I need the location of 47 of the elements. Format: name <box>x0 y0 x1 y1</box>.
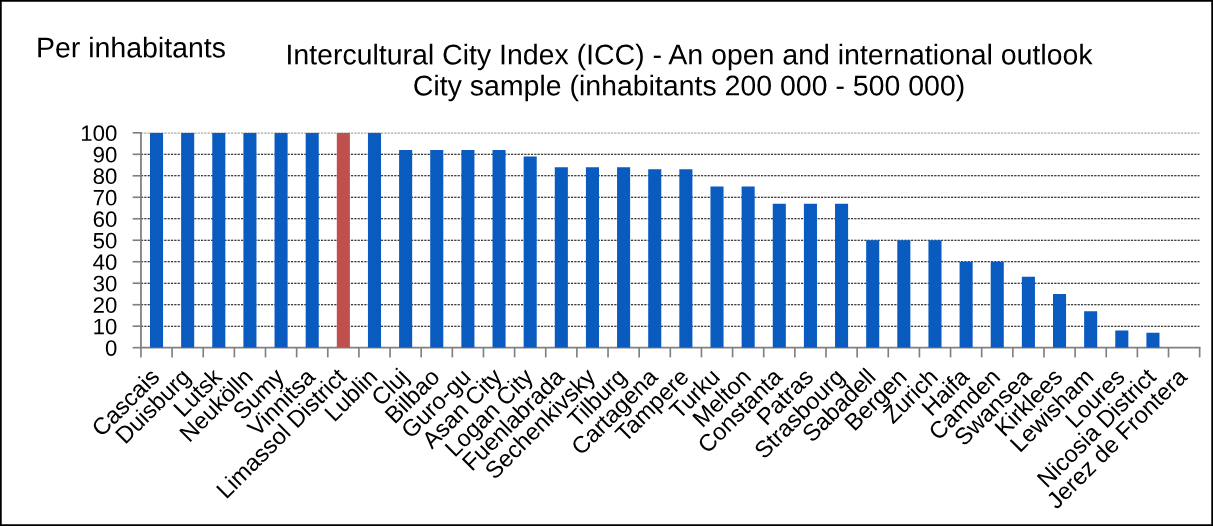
bar <box>897 240 911 348</box>
bar <box>1053 293 1067 348</box>
bar <box>710 186 724 348</box>
bar <box>336 132 350 348</box>
bar <box>523 156 537 348</box>
bar <box>305 132 319 348</box>
chart-title: Intercultural City Index (ICC) - An open and international outlook <box>288 43 1093 71</box>
bar <box>741 186 755 348</box>
chart-subtitle: City sample (inhabitants 200 000 - 500 000) <box>414 74 964 102</box>
bar <box>212 132 226 348</box>
bar <box>990 261 1004 348</box>
y-tick-label: 90 <box>93 146 117 163</box>
bar <box>648 169 662 348</box>
bar <box>274 132 288 348</box>
bar <box>1146 332 1160 348</box>
y-axis-title: Per inhabitants <box>38 36 225 58</box>
y-tick-label: 80 <box>93 168 117 185</box>
bar <box>803 203 817 348</box>
bar <box>866 240 880 348</box>
y-tick-label: 40 <box>93 254 117 271</box>
y-tick-label: 100 <box>81 125 117 142</box>
bar <box>835 203 849 348</box>
bar <box>679 169 693 348</box>
bar <box>149 132 164 348</box>
bar <box>585 167 599 348</box>
bar <box>959 261 973 348</box>
bar <box>617 167 631 348</box>
y-tick-label: 20 <box>93 297 117 313</box>
bar <box>367 132 382 348</box>
y-tick-label: 10 <box>94 318 117 335</box>
bar <box>554 167 568 348</box>
bar <box>1021 276 1035 348</box>
bar <box>772 203 786 348</box>
bar <box>399 150 413 348</box>
bar <box>181 132 195 348</box>
bar <box>461 150 475 348</box>
bar <box>928 240 942 348</box>
bar <box>430 150 444 348</box>
y-tick-label: 30 <box>93 275 117 292</box>
bar <box>243 132 257 348</box>
y-tick-label: 60 <box>93 211 117 228</box>
y-tick-label: 0 <box>105 340 117 356</box>
bar <box>492 150 506 348</box>
y-tick-label: 50 <box>93 232 117 249</box>
bar <box>1084 311 1098 348</box>
bar <box>1115 330 1129 348</box>
y-tick-label: 70 <box>93 189 117 206</box>
